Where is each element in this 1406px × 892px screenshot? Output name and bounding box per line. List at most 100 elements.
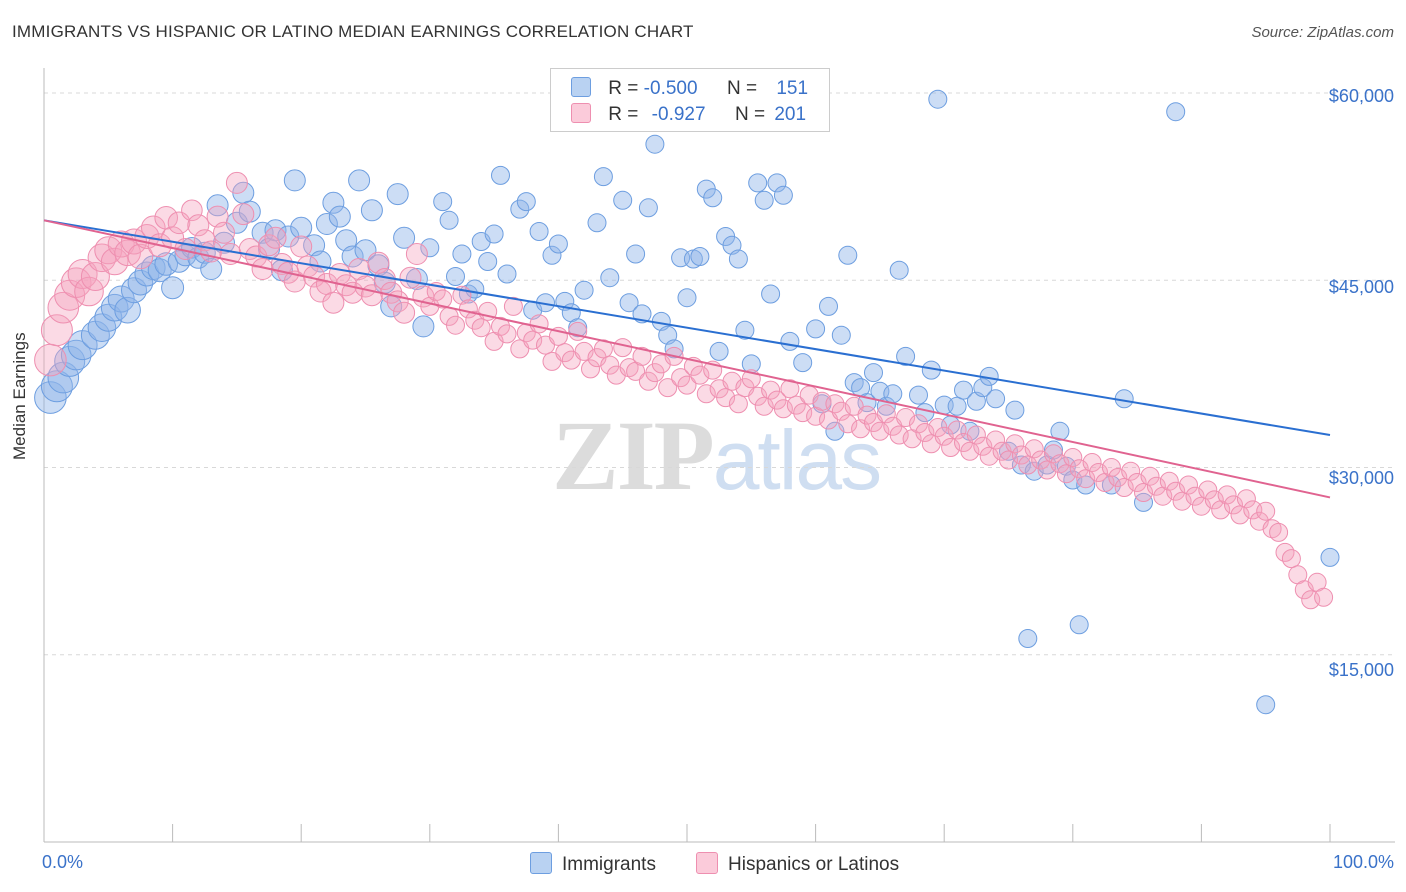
hispanics-point — [1256, 501, 1276, 521]
n-value: 201 — [774, 104, 807, 125]
hispanics-legend-swatch — [696, 852, 718, 874]
immigrants-point — [491, 165, 510, 185]
hispanics-point — [1146, 476, 1166, 496]
hispanics-point — [979, 446, 999, 466]
immigrants-point — [928, 89, 948, 109]
hispanics-point — [1031, 450, 1051, 470]
hispanics-point — [947, 420, 967, 440]
immigrants-point — [1320, 547, 1340, 567]
hispanics-point — [966, 425, 986, 445]
hispanics-point — [405, 243, 428, 265]
hispanics-point — [264, 226, 287, 249]
hispanics-point — [1018, 455, 1038, 475]
immigrants-point — [386, 183, 409, 206]
immigrants-point — [446, 267, 465, 286]
immigrants-point — [510, 199, 530, 219]
hispanics-point — [793, 403, 813, 423]
immigrants-point — [909, 385, 928, 405]
immigrants-point — [819, 296, 838, 316]
hispanics-point — [1121, 461, 1141, 481]
immigrants-point — [548, 234, 568, 254]
immigrants-point — [1166, 102, 1186, 122]
immigrants-point — [889, 260, 909, 280]
hispanics-point — [1217, 485, 1237, 505]
immigrants-point — [664, 339, 684, 359]
immigrants-point — [645, 134, 665, 154]
immigrants-point — [600, 268, 620, 288]
immigrants-point — [264, 219, 287, 242]
legend-item-immigrants[interactable]: Immigrants — [530, 852, 656, 876]
immigrants-point — [896, 346, 916, 366]
immigrants-point — [283, 169, 306, 192]
stats-row-hispanics: R = -0.927 N = 201 — [571, 103, 806, 127]
immigrants-point — [412, 315, 435, 338]
immigrants-point — [761, 284, 781, 304]
y-tick-label: $60,000 — [1328, 86, 1394, 106]
immigrants-point — [439, 210, 459, 230]
immigrants-point — [690, 247, 710, 266]
immigrants-point — [497, 264, 517, 284]
immigrants-point — [516, 192, 536, 212]
hispanics-point — [206, 205, 229, 228]
hispanics-point — [568, 321, 588, 341]
immigrants-point — [478, 252, 498, 271]
hispanics-point — [1198, 480, 1218, 500]
hispanics-point — [232, 203, 255, 226]
hispanics-point — [497, 324, 517, 344]
hispanics-point — [1024, 439, 1044, 459]
hispanics-point — [780, 379, 800, 399]
immigrants-point — [587, 213, 607, 233]
hispanics-point — [74, 276, 104, 307]
immigrants-point — [200, 258, 223, 280]
hispanics-point — [690, 365, 710, 385]
r-label: R = — [608, 104, 639, 125]
immigrants-point — [780, 331, 800, 351]
immigrants-point — [677, 288, 697, 308]
immigrants-point — [1256, 695, 1276, 715]
immigrants-point — [484, 224, 504, 244]
immigrants-point — [973, 378, 993, 398]
hispanics-point — [127, 243, 154, 270]
hispanics-point — [100, 247, 129, 276]
legend-item-hispanics[interactable]: Hispanics or Latinos — [696, 852, 899, 876]
chart-source: Source: ZipAtlas.com — [1251, 24, 1394, 41]
hispanics-point — [399, 266, 422, 289]
immigrants-point — [1011, 455, 1031, 475]
immigrants-point — [322, 191, 345, 214]
stats-legend: R = -0.500 N = 151 R = -0.927 N = 201 — [550, 68, 830, 132]
hispanics-point — [322, 291, 345, 314]
immigrants-point — [290, 216, 313, 239]
hispanics-point — [838, 414, 858, 434]
immigrants-point — [328, 205, 351, 228]
hispanics-point — [658, 378, 678, 398]
hispanics-point — [471, 318, 491, 338]
hispanics-point — [67, 259, 98, 289]
immigrants-point — [360, 199, 383, 222]
immigrants-point — [542, 245, 562, 265]
legend-label: Hispanics or Latinos — [728, 854, 900, 875]
immigrants-swatch — [571, 77, 591, 97]
y-tick-label: $30,000 — [1328, 468, 1394, 488]
hispanics-point — [1076, 469, 1096, 489]
hispanics-point — [1044, 444, 1063, 464]
immigrants-point — [393, 226, 416, 249]
hispanics-point — [581, 359, 600, 379]
immigrants-point — [748, 173, 768, 193]
hispanics-point — [915, 423, 935, 442]
hispanics-point — [773, 399, 793, 419]
immigrants-point — [754, 190, 774, 210]
hispanics-point — [1281, 549, 1301, 569]
hispanics-point — [941, 438, 961, 457]
immigrants-point — [619, 293, 639, 313]
immigrants-point — [161, 276, 185, 300]
immigrants-point — [593, 167, 613, 187]
chart-title: IMMIGRANTS VS HISPANIC OR LATINO MEDIAN … — [12, 22, 694, 41]
immigrants-point — [728, 249, 748, 269]
hispanics-point — [1082, 453, 1102, 472]
immigrants-point — [574, 280, 594, 300]
immigrants-point — [315, 213, 338, 235]
immigrants-point — [883, 384, 903, 404]
hispanics-point — [671, 368, 691, 388]
immigrants-point — [767, 173, 787, 193]
